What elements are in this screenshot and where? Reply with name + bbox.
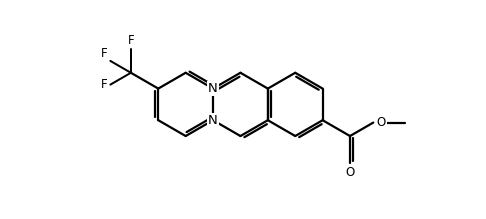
Text: F: F (128, 34, 134, 46)
Text: F: F (101, 78, 107, 91)
Text: O: O (377, 116, 386, 129)
Text: F: F (101, 47, 107, 60)
Text: N: N (208, 82, 218, 95)
Text: N: N (208, 114, 218, 127)
Text: O: O (346, 166, 355, 180)
